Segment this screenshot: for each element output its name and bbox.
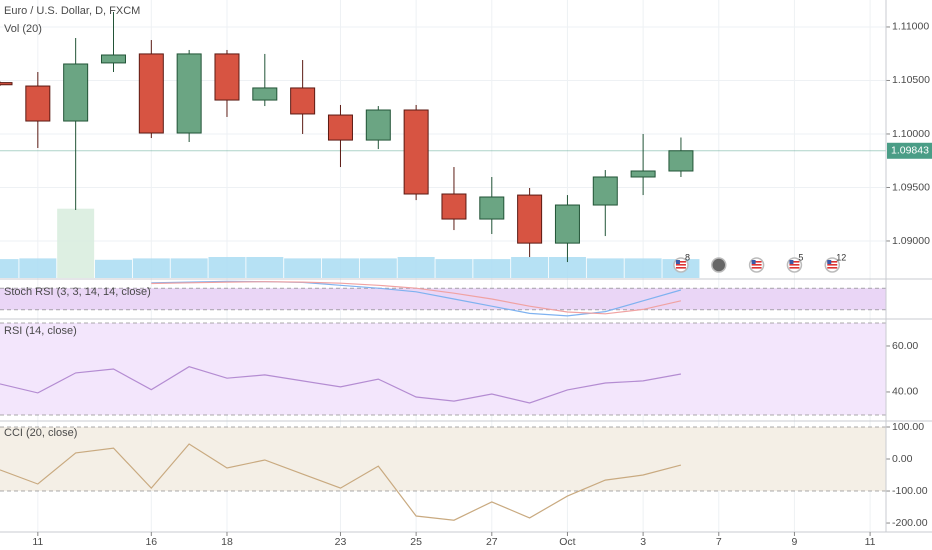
indicator-title: CCI (20, close) xyxy=(4,427,77,439)
volume-bar xyxy=(246,257,284,278)
y-tick-label: 1.11000 xyxy=(892,21,929,33)
candle-body xyxy=(138,53,164,134)
event-flag-stripe xyxy=(827,264,838,266)
event-icon-circle xyxy=(711,257,727,273)
candle-body xyxy=(630,170,656,178)
y-tick-label: 1.10500 xyxy=(892,74,930,86)
x-tick-label: 11 xyxy=(32,536,43,548)
y-tick-label: 1.10000 xyxy=(892,128,930,140)
x-tick-label: 3 xyxy=(640,536,646,548)
event-flag-stripe xyxy=(827,261,838,263)
x-tick-label: 27 xyxy=(486,536,498,548)
event-count: 8 xyxy=(685,252,690,262)
volume-bar xyxy=(0,259,19,278)
volume-bar xyxy=(94,259,132,278)
x-tick-label: 25 xyxy=(410,536,422,548)
x-tick-label: 16 xyxy=(145,536,157,548)
candle-body xyxy=(668,150,694,172)
last-price-box xyxy=(887,142,932,159)
event-flag-stripe xyxy=(827,267,838,269)
chart-title: Euro / U.S. Dollar, D, FXCM xyxy=(4,5,140,17)
volume-bar xyxy=(548,257,586,278)
volume-bar xyxy=(397,257,435,278)
event-icon xyxy=(786,257,803,273)
event-flag-canton xyxy=(827,260,832,264)
y-tick-label: 100.00 xyxy=(892,421,924,433)
y-tick-label: 1.09500 xyxy=(892,181,930,193)
event-flag-stripe xyxy=(751,267,762,269)
volume-bar xyxy=(473,259,511,278)
candle-body xyxy=(479,196,505,220)
y-tick-label: 40.00 xyxy=(892,386,918,398)
event-flag-stripe xyxy=(789,261,800,263)
y-tick-label: 1.09000 xyxy=(892,235,930,247)
volume-bar xyxy=(624,258,662,278)
event-count: 12 xyxy=(836,252,846,262)
candle-body xyxy=(327,114,353,141)
indicator-title: RSI (14, close) xyxy=(4,325,77,337)
event-flag-stripe xyxy=(751,261,762,263)
event-flag-stripe xyxy=(789,267,800,269)
y-tick-label: 0.00 xyxy=(892,453,913,465)
event-flag-stripe xyxy=(789,264,800,266)
event-icon xyxy=(748,257,765,273)
y-tick-label: -200.00 xyxy=(892,517,928,529)
event-flag-canton xyxy=(675,260,680,264)
volume-bar xyxy=(170,258,208,278)
candle-body xyxy=(554,204,580,244)
candle-body xyxy=(403,109,429,195)
last-price-label: 1.09843 xyxy=(891,145,929,157)
x-tick-label: 18 xyxy=(221,536,233,548)
x-tick-label: 11 xyxy=(865,536,876,548)
candle-body xyxy=(517,194,543,244)
volume-bar xyxy=(132,258,170,278)
volume-bar xyxy=(435,259,473,278)
indicator-band xyxy=(0,426,886,492)
event-icon xyxy=(711,257,727,273)
volume-bar xyxy=(359,258,397,278)
event-icon xyxy=(824,257,841,273)
candle-body xyxy=(0,82,13,86)
x-tick-label: 9 xyxy=(792,536,798,548)
x-tick-label: 7 xyxy=(716,536,722,548)
volume-bar xyxy=(19,258,57,278)
volume-bar xyxy=(511,257,549,278)
y-tick-label: 60.00 xyxy=(892,340,918,352)
candle-body xyxy=(290,87,316,115)
candle-body xyxy=(252,87,278,101)
candle-body xyxy=(25,85,51,122)
event-count: 5 xyxy=(798,252,803,262)
indicator-line xyxy=(0,366,682,404)
candle-body xyxy=(176,53,202,134)
candle-body xyxy=(441,193,467,220)
candle-body xyxy=(592,176,618,206)
indicator-title: Stoch RSI (3, 3, 14, 14, close) xyxy=(4,286,151,298)
indicator-line xyxy=(0,443,682,521)
event-flag-canton xyxy=(789,260,794,264)
event-flag-stripe xyxy=(751,264,762,266)
event-flag-stripe xyxy=(675,264,686,266)
event-flag-canton xyxy=(751,260,756,264)
event-flag-stripe xyxy=(675,261,686,263)
volume-title: Vol (20) xyxy=(4,23,42,35)
indicator-band xyxy=(0,322,886,415)
volume-bar xyxy=(321,258,359,278)
x-tick-label: Oct xyxy=(559,536,575,548)
event-icon xyxy=(673,257,689,273)
candle-body xyxy=(365,109,391,141)
volume-bar xyxy=(284,258,322,278)
candle-body xyxy=(214,53,240,101)
volume-bar xyxy=(57,208,95,278)
indicator-line xyxy=(151,281,682,315)
x-tick-label: 23 xyxy=(335,536,347,548)
candle-body xyxy=(100,54,126,64)
volume-bar xyxy=(586,258,624,278)
y-tick-label: -100.00 xyxy=(892,485,928,497)
event-flag-stripe xyxy=(675,267,686,269)
volume-bar xyxy=(208,257,246,278)
candle-body xyxy=(63,63,89,122)
